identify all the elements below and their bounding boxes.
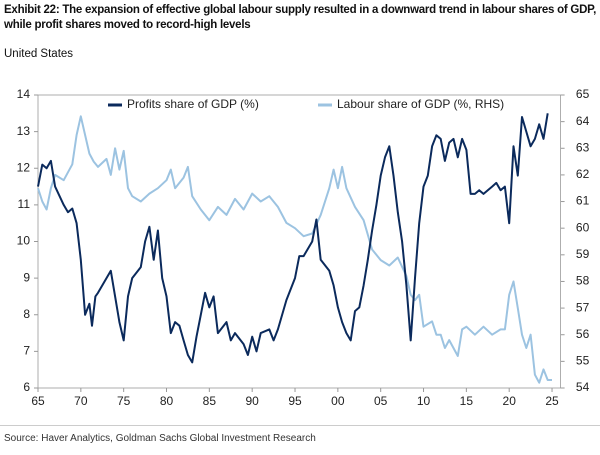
chart-title: Exhibit 22: The expansion of effective g… (4, 4, 597, 31)
plot-frame (37, 94, 561, 389)
x-tick-label: 65 (31, 394, 45, 408)
y2-tick-label: 62 (576, 167, 590, 181)
x-tick-label: 05 (374, 394, 388, 408)
y2-tick-label: 60 (576, 220, 590, 234)
y-tick-label: 13 (17, 124, 31, 138)
x-tick-label: 00 (331, 394, 345, 408)
series-line (37, 113, 549, 364)
y2-tick-label: 64 (576, 114, 590, 128)
y-tick-label: 6 (23, 380, 30, 394)
x-tick-label: 95 (288, 394, 302, 408)
x-tick-label: 75 (117, 394, 131, 408)
y2-tick-label: 54 (576, 380, 590, 394)
y2-tick-label: 59 (576, 247, 590, 261)
y2-tick-label: 61 (576, 194, 590, 208)
x-tick-label: 10 (417, 394, 431, 408)
x-tick-label: 70 (74, 394, 88, 408)
y-tick-label: 11 (18, 197, 31, 211)
y2-tick-label: 65 (576, 87, 590, 101)
y-tick-label: 14 (17, 87, 31, 101)
y2-tick-label: 63 (576, 140, 590, 154)
y2-tick-label: 57 (576, 300, 590, 314)
divider (0, 425, 600, 426)
source-note: Source: Haver Analytics, Goldman Sachs G… (4, 433, 316, 444)
x-tick-label: 15 (460, 394, 474, 408)
chart-subtitle: United States (4, 48, 74, 60)
y2-tick-label: 55 (576, 354, 590, 368)
chart: 65 70 75 80 85 90 95 00 05 10 15 20 25 6 7 8 9 10 11 12 13 14… (17, 87, 590, 408)
y2-tick-label: 56 (576, 327, 590, 341)
x-tick-label: 25 (545, 394, 559, 408)
x-tick-label: 80 (160, 394, 174, 408)
series-line (37, 115, 552, 384)
y-tick-label: 12 (17, 160, 31, 174)
y-tick-label: 7 (23, 344, 30, 358)
y2-tick-label: 58 (576, 274, 590, 288)
y-tick-label: 8 (23, 307, 30, 321)
legend-label: Profits share of GDP (%) (127, 97, 259, 111)
legend-label: Labour share of GDP (%, RHS) (337, 97, 504, 111)
y-tick-label: 9 (23, 270, 30, 284)
x-tick-label: 85 (203, 394, 217, 408)
y-tick-label: 10 (17, 234, 31, 248)
x-tick-label: 90 (246, 394, 260, 408)
x-tick-label: 20 (503, 394, 517, 408)
